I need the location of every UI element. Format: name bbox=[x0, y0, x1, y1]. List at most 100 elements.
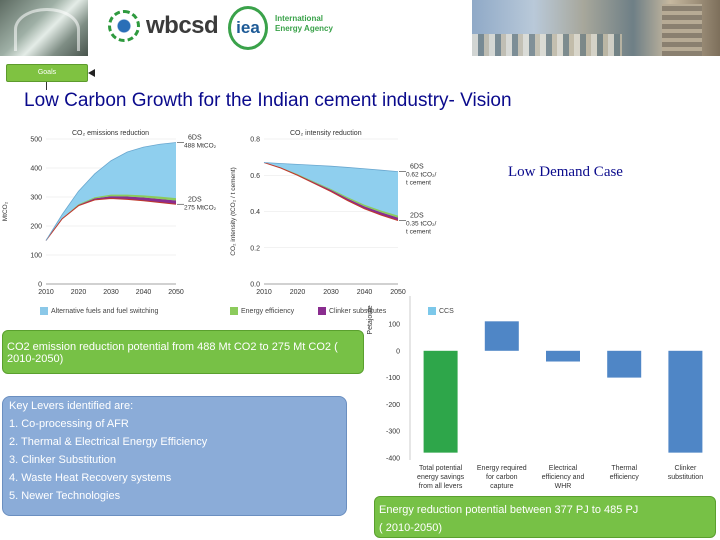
low-demand-case-label: Low Demand Case bbox=[508, 164, 623, 180]
legend-label: CCS bbox=[439, 307, 454, 315]
legend-item: Clinker substitutes bbox=[318, 307, 386, 315]
category-label: efficiency and bbox=[542, 474, 585, 481]
goals-tag[interactable]: Goals bbox=[6, 64, 95, 82]
reduction-wedge-area bbox=[46, 142, 176, 241]
co2-emissions-chart: CO₂ emissions reduction MtCO₂ 0 100 200 300 40… bbox=[2, 130, 217, 296]
key-levers-heading: Key Levers identified are: bbox=[9, 400, 134, 412]
category-label: capture bbox=[490, 483, 513, 490]
y-tick-label: 400 bbox=[30, 166, 42, 173]
y-tick-label: 0 bbox=[38, 282, 42, 289]
2ds-line bbox=[263, 162, 399, 222]
x-tick-label: 2030 bbox=[103, 289, 119, 296]
clinker-wedge-area bbox=[46, 196, 176, 241]
y-tick-label: 0.4 bbox=[250, 209, 260, 216]
key-lever-item: 3. Clinker Substitution bbox=[9, 454, 116, 466]
iea-logo-icon: iea bbox=[228, 6, 268, 50]
legend-swatch bbox=[230, 307, 238, 315]
chart-title: CO₂ emissions reduction bbox=[72, 130, 149, 137]
efficiency-wedge-area bbox=[46, 194, 176, 241]
energy-savings-bar-chart: Petajoule 100 0 -100 -200 -300 -400 Total poten… bbox=[367, 296, 704, 490]
goals-connector bbox=[46, 82, 47, 90]
efficiency-wedge-area bbox=[264, 162, 398, 218]
legend-swatch bbox=[40, 307, 48, 315]
2ds-line bbox=[45, 197, 177, 241]
y-tick-label: 200 bbox=[30, 224, 42, 231]
key-lever-item: 5. Newer Technologies bbox=[9, 490, 121, 502]
wbcsd-logo-icon bbox=[108, 10, 140, 42]
6ds-line bbox=[45, 142, 177, 241]
category-label: from all levers bbox=[419, 483, 463, 490]
legend-swatch bbox=[428, 307, 436, 315]
bar bbox=[423, 350, 458, 453]
y-tick-label: -400 bbox=[386, 456, 400, 463]
legend-item: Alternative fuels and fuel switching bbox=[40, 307, 158, 315]
y-tick-label: 0.8 bbox=[250, 137, 260, 144]
category-label: Total potential bbox=[419, 465, 463, 472]
y-tick-label: -200 bbox=[386, 402, 400, 409]
chart-legend: Alternative fuels and fuel switching Ener… bbox=[40, 306, 460, 320]
y-tick-label: -300 bbox=[386, 429, 400, 436]
x-tick-label: 2020 bbox=[71, 289, 87, 296]
category-label: Thermal bbox=[611, 465, 637, 472]
x-tick-label: 2010 bbox=[256, 289, 272, 296]
co2-intensity-chart: CO₂ intensity reduction CO₂ intensity (tC… bbox=[230, 130, 437, 296]
annotation-label: 2DS bbox=[410, 213, 424, 220]
category-label: for carbon bbox=[486, 474, 518, 481]
goals-arrow-icon bbox=[88, 69, 95, 77]
y-tick-label: 0.2 bbox=[250, 245, 260, 252]
emission-reduction-callout: CO2 emission reduction potential from 48… bbox=[2, 330, 364, 374]
annotation-value: 488 MtCO₂ bbox=[184, 142, 217, 149]
category-label: WHR bbox=[555, 483, 572, 490]
x-tick-label: 2040 bbox=[136, 289, 152, 296]
energy-reduction-line-2: ( 2010-2050) bbox=[379, 522, 442, 534]
y-axis-label: MtCO₂ bbox=[2, 201, 9, 221]
x-tick-label: 2030 bbox=[323, 289, 339, 296]
y-tick-label: 0.6 bbox=[250, 173, 260, 180]
legend-swatch bbox=[318, 307, 326, 315]
bar bbox=[668, 350, 703, 453]
y-tick-label: 100 bbox=[30, 253, 42, 260]
iea-logo-mark-text: iea bbox=[236, 18, 260, 37]
header-photo-right bbox=[472, 0, 720, 56]
annotation-unit: t cement bbox=[406, 180, 431, 187]
key-lever-item: 4. Waste Heat Recovery systems bbox=[9, 472, 172, 484]
y-axis-label: CO₂ intensity (tCO₂ / t cement) bbox=[230, 167, 237, 255]
slide-title: Low Carbon Growth for the Indian cement … bbox=[24, 90, 512, 111]
goals-tag-label: Goals bbox=[37, 69, 57, 76]
category-label: Clinker bbox=[675, 465, 697, 472]
annotation-unit: t cement bbox=[406, 229, 431, 236]
y-axis-label: Petajoule bbox=[367, 305, 374, 334]
annotation-value: 0.62 tCO₂/ bbox=[406, 172, 437, 179]
y-tick-label: -100 bbox=[386, 375, 400, 382]
category-label: substitution bbox=[668, 474, 704, 481]
y-tick-label: 500 bbox=[30, 137, 42, 144]
legend-label: Alternative fuels and fuel switching bbox=[51, 307, 159, 315]
emission-reduction-text: CO2 emission reduction potential from 48… bbox=[7, 341, 338, 365]
annotation-label: 2DS bbox=[188, 196, 202, 203]
bar bbox=[484, 321, 519, 351]
y-tick-label: 100 bbox=[388, 322, 400, 329]
category-label: Energy required bbox=[477, 465, 527, 472]
annotation-value: 0.35 tCO₂/ bbox=[406, 221, 437, 228]
bar bbox=[546, 350, 580, 362]
wbcsd-logo-text: wbcsd bbox=[146, 12, 219, 39]
x-tick-label: 2050 bbox=[390, 289, 406, 296]
legend-item: CCS bbox=[428, 307, 454, 315]
annotation-label: 6DS bbox=[188, 134, 202, 141]
legend-label: Clinker substitutes bbox=[329, 307, 387, 315]
iea-line-1: International bbox=[275, 14, 324, 23]
key-levers-callout: Key Levers identified are: 1. Co-process… bbox=[2, 396, 347, 516]
x-tick-label: 2040 bbox=[357, 289, 373, 296]
category-label: efficiency bbox=[610, 474, 640, 481]
x-tick-label: 2010 bbox=[38, 289, 54, 296]
header-banner: wbcsd iea International Energy Agency bbox=[0, 0, 720, 56]
header-photo-left bbox=[0, 0, 88, 56]
iea-line-2: Energy Agency bbox=[275, 24, 333, 33]
wbcsd-logo: wbcsd bbox=[108, 10, 219, 46]
x-tick-label: 2050 bbox=[168, 289, 184, 296]
energy-reduction-callout: Energy reduction potential between 377 P… bbox=[374, 496, 716, 538]
bar bbox=[607, 350, 642, 378]
key-lever-item: 1. Co-processing of AFR bbox=[9, 418, 129, 430]
key-lever-item: 2. Thermal & Electrical Energy Efficienc… bbox=[9, 436, 208, 448]
iea-logo-text: International Energy Agency bbox=[275, 14, 333, 34]
